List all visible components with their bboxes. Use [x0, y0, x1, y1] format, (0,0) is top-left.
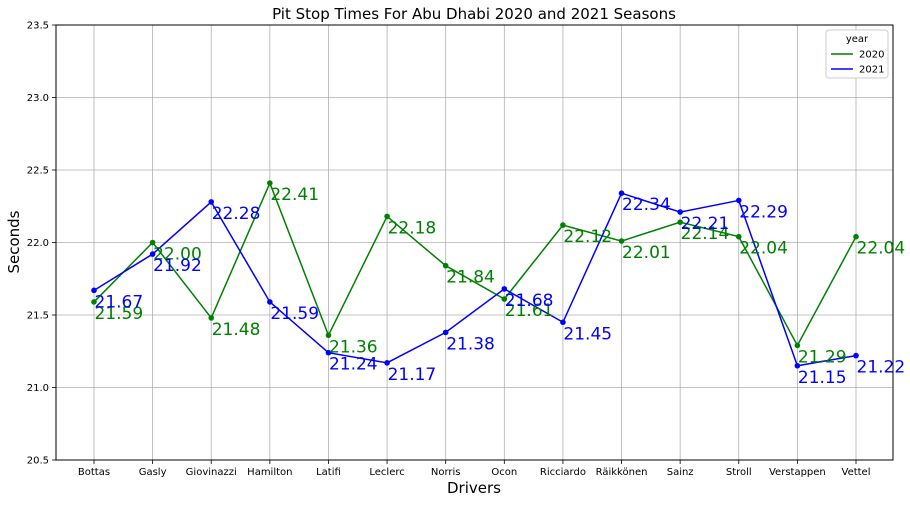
x-tick-label: Gasly [139, 467, 167, 478]
data-label-2020: 21.48 [212, 320, 261, 340]
data-label-2021: 21.59 [270, 304, 319, 324]
series-line-2021 [93, 192, 857, 367]
x-tick-label: Vettel [842, 467, 871, 478]
data-label-2021: 21.24 [329, 355, 378, 375]
chart-title: Pit Stop Times For Abu Dhabi 2020 and 20… [272, 5, 676, 23]
data-label-2021: 21.92 [153, 256, 202, 276]
data-point-2021 [677, 209, 683, 215]
data-label-2020: 22.01 [622, 243, 671, 263]
data-label-2021: 21.45 [563, 324, 612, 344]
data-label-2020: 22.04 [857, 239, 906, 259]
data-point-2020 [560, 222, 566, 228]
data-point-2020 [325, 332, 332, 339]
y-tick-label: 22.5 [27, 166, 49, 177]
x-tick-label: Latifi [316, 467, 341, 478]
data-point-2020 [794, 342, 801, 349]
x-axis-label: Drivers [447, 479, 501, 497]
x-tick-label: Ricciardo [540, 467, 586, 478]
x-tick-label: Stroll [726, 467, 752, 478]
data-label-2021: 22.34 [622, 195, 671, 215]
y-tick-label: 21.0 [27, 383, 49, 394]
data-point-2021 [149, 251, 156, 257]
data-label-2021: 22.28 [212, 204, 261, 224]
data-label-2021: 21.68 [505, 291, 554, 311]
data-label-2020: 22.14 [681, 224, 730, 244]
data-point-2020 [618, 238, 625, 244]
data-point-2020 [853, 233, 859, 240]
data-point-2020 [91, 299, 97, 305]
data-point-2021 [501, 286, 508, 292]
data-point-2020 [677, 219, 683, 225]
y-tick-label: 20.5 [27, 456, 49, 467]
data-point-2020 [442, 262, 449, 269]
x-tick-label: Giovinazzi [186, 467, 237, 478]
data-label-2020: 22.04 [739, 239, 788, 259]
data-label-2021: 21.38 [446, 334, 495, 354]
data-label-2020: 22.00 [153, 245, 202, 265]
x-tick-label: Sainz [667, 467, 694, 478]
data-labels: 21.59 22.00 21.48 22.41 21.36 22.18 21.84 21.61… [95, 185, 906, 388]
data-label-2020: 21.59 [95, 304, 144, 324]
grid [56, 24, 893, 461]
data-point-2020 [501, 296, 508, 302]
y-axis: 20.5 21.0 21.5 22.0 22.5 23.0 23.5 [27, 21, 56, 467]
data-label-2020: 21.61 [505, 301, 554, 321]
data-point-2021 [325, 349, 332, 356]
x-tick-label: Ocon [491, 467, 517, 478]
data-point-2021 [618, 190, 625, 196]
data-point-2021 [384, 360, 390, 366]
legend-title: year [846, 34, 869, 45]
legend-box [825, 29, 889, 79]
series-line-2020 [93, 181, 857, 348]
data-label-2021: 22.21 [681, 214, 730, 234]
data-point-2021 [560, 319, 566, 326]
x-tick-label: Norris [431, 467, 461, 478]
y-tick-label: 23.5 [27, 21, 49, 32]
data-point-2021 [91, 287, 97, 294]
data-label-2021: 21.22 [857, 358, 906, 378]
data-point-2021 [794, 362, 801, 369]
data-label-2020: 21.29 [798, 347, 847, 367]
data-label-2020: 22.12 [563, 227, 612, 247]
x-tick-label: Hamilton [247, 467, 292, 478]
data-label-2021: 21.15 [798, 368, 847, 388]
data-label-2020: 22.41 [270, 185, 319, 205]
y-tick-label: 21.5 [27, 311, 49, 322]
y-axis-label: Seconds [5, 210, 23, 273]
data-label-2021: 22.29 [739, 202, 788, 222]
data-point-2020 [149, 239, 156, 246]
data-point-2020 [267, 180, 273, 186]
x-tick-label: Bottas [78, 467, 110, 478]
x-tick-label: Leclerc [369, 467, 404, 478]
data-point-2020 [384, 213, 390, 220]
legend-label-2020: 2020 [859, 50, 884, 61]
data-point-2021 [208, 199, 215, 205]
legend: year 2020 2021 [825, 29, 889, 79]
x-tick-label: Verstappen [769, 467, 826, 478]
data-label-2020: 22.18 [388, 218, 437, 238]
data-label-2020: 21.84 [446, 268, 495, 288]
series-group [91, 180, 859, 369]
data-point-2021 [735, 197, 742, 204]
data-point-2020 [735, 233, 742, 240]
legend-label-2021: 2021 [859, 65, 884, 76]
x-axis: Bottas Gasly Giovinazzi Hamilton Latifi Lecle… [78, 460, 871, 478]
data-label-2020: 21.36 [329, 337, 378, 357]
data-point-2020 [208, 315, 215, 321]
data-point-2021 [267, 299, 273, 305]
y-tick-label: 23.0 [27, 93, 49, 104]
data-point-2021 [853, 352, 859, 359]
data-label-2021: 21.17 [388, 365, 437, 385]
x-tick-label: Räikkönen [596, 467, 648, 478]
y-tick-label: 22.0 [27, 238, 49, 249]
data-label-2021: 21.67 [95, 292, 144, 312]
data-point-2021 [442, 329, 449, 336]
